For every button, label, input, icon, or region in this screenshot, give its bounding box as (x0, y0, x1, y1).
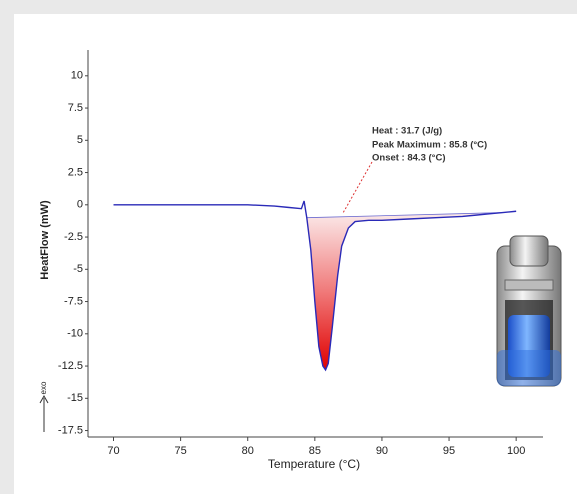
y-tick-label: -12.5 (58, 360, 83, 372)
y-tick-label: -7.5 (64, 295, 83, 307)
peak-area (306, 212, 503, 370)
y-tick-label: 7.5 (68, 102, 83, 114)
x-axis-title: Temperature (°C) (268, 457, 360, 471)
y-tick-label: -5 (73, 263, 83, 275)
baseline (306, 212, 503, 219)
x-tick-label: 85 (309, 445, 321, 457)
x-tick-label: 95 (443, 445, 455, 457)
x-tick-label: 90 (376, 445, 388, 457)
y-tick-label: 5 (77, 134, 83, 146)
exo-label: exo (39, 381, 48, 394)
y-tick-label: -17.5 (58, 424, 83, 436)
y-axis-title: HeatFlow (mW) (39, 200, 51, 280)
y-tick-label: 0 (77, 199, 83, 211)
annotation: Onset : 84.3 (°C) (372, 153, 445, 164)
y-tick-label: 2.5 (68, 166, 83, 178)
y-tick-label: -10 (67, 328, 83, 340)
leader-line (342, 161, 373, 214)
x-tick-label: 70 (107, 445, 119, 457)
y-tick-label: -15 (67, 392, 83, 404)
y-tick-label: -2.5 (64, 231, 83, 243)
annotation: Heat : 31.7 (J/g) (372, 126, 442, 137)
x-tick-label: 80 (242, 445, 254, 457)
annotation: Peak Maximum : 85.8 (°C) (372, 140, 487, 151)
y-tick-label: 10 (71, 70, 83, 82)
exo-arrowhead (39, 394, 49, 404)
x-tick-label: 100 (507, 445, 525, 457)
panel (14, 14, 577, 494)
heat-flow-line (113, 200, 517, 372)
x-tick-label: 75 (174, 445, 186, 457)
canister-icon (496, 235, 562, 387)
